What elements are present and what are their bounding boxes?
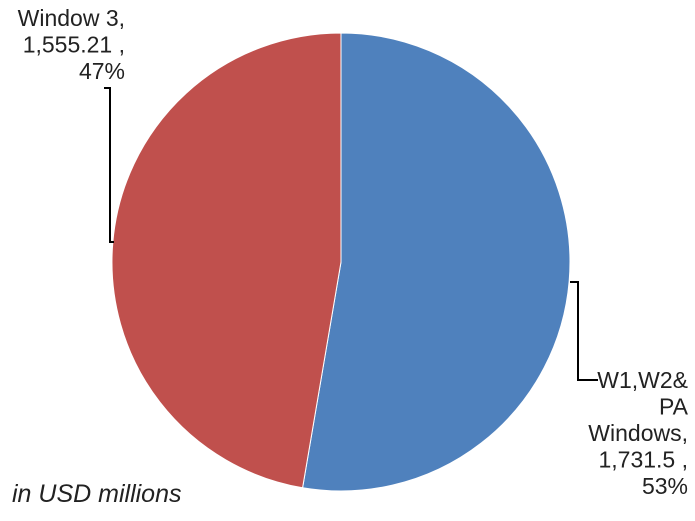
pie-slice-1 <box>111 32 342 489</box>
leader-line-0 <box>570 281 598 381</box>
slice-label-line: PA <box>659 394 689 420</box>
slice-label-line: Windows, <box>588 420 688 446</box>
slice-label-line: 1,555.21 , <box>23 32 125 58</box>
slice-label-line: 53% <box>642 473 688 499</box>
leader-lines <box>104 87 598 381</box>
pie-slice-0 <box>302 32 571 492</box>
leader-line-1 <box>104 87 114 243</box>
units-note: in USD millions <box>12 480 181 508</box>
slice-label-1: Window 3, 1,555.21 , 47% <box>18 5 125 84</box>
slice-label-line: 47% <box>79 58 125 84</box>
slice-label-0: W1,W2& PA Windows, 1,731.5 , 53% <box>588 367 688 499</box>
slice-label-line: 1,731.5 , <box>598 447 688 473</box>
slice-label-line: Window 3, <box>18 5 125 31</box>
slice-labels: W1,W2& PA Windows, 1,731.5 , 53% Window 3, 1,5… <box>18 5 689 499</box>
slice-label-line: W1,W2& <box>597 367 688 393</box>
pie-slices <box>111 32 571 492</box>
